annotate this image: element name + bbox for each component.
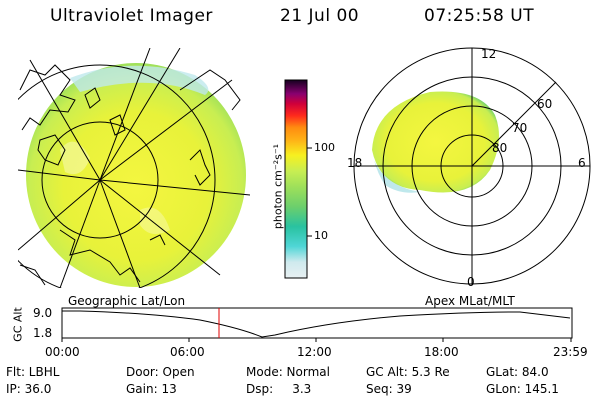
altitude-xtick-0000: 00:00 [45, 345, 80, 359]
info-mode: Mode: Normal [246, 365, 330, 379]
polar-caption: Apex MLat/MLT [425, 294, 515, 308]
info-glon: GLon: 145.1 [486, 382, 559, 396]
info-door: Door: Open [126, 365, 195, 379]
polar-grid [353, 47, 591, 285]
info-dsp: Dsp: 3.3 [246, 382, 312, 396]
geo-emission-rim [70, 65, 209, 95]
mlt-label-0: 0 [467, 275, 475, 289]
date-label: 21 Jul 00 [280, 6, 360, 26]
polar-emission-region [372, 91, 499, 193]
altitude-xtick-1200: 12:00 [297, 345, 332, 359]
colorbar-tick-100: 100 [314, 141, 335, 154]
geo-coastlines [19, 64, 241, 286]
altitude-ytick-1-8: 1.8 [33, 326, 53, 340]
geo-emission-disk [26, 63, 246, 287]
info-filter: Flt: LBHL [6, 365, 60, 379]
info-gc-alt: GC Alt: 5.3 Re [366, 365, 450, 379]
colorbar-label: photon cm⁻²s⁻¹ [271, 143, 285, 230]
altitude-curve [62, 310, 571, 338]
info-seq: Seq: 39 [366, 382, 412, 396]
time-label: 07:25:58 UT [424, 6, 535, 26]
mlt-label-6: 6 [578, 156, 586, 170]
altitude-ytick-9: 9.0 [33, 306, 53, 320]
geo-caption: Geographic Lat/Lon [68, 294, 186, 308]
altitude-xtick-0600: 06:00 [170, 345, 205, 359]
mlt-label-12: 12 [481, 47, 497, 61]
altitude-ylabel: GC Alt [11, 307, 25, 342]
mlat-label-70: 70 [512, 121, 528, 135]
altitude-xtick-1800: 18:00 [424, 345, 459, 359]
altitude-xtick-2359: 23:59 [553, 345, 588, 359]
info-glat: GLat: 84.0 [486, 365, 549, 379]
colorbar-tick-10: 10 [314, 229, 328, 242]
mlt-label-18: 18 [347, 156, 363, 170]
mlat-label-60: 60 [537, 97, 553, 111]
info-gain: Gain: 13 [126, 382, 177, 396]
geo-grid [18, 48, 250, 288]
instrument-title: Ultraviolet Imager [50, 6, 213, 26]
mlat-label-80: 80 [492, 141, 508, 155]
altitude-frame [61, 307, 573, 339]
colorbar-gradient [284, 79, 308, 279]
info-ip: IP: 36.0 [6, 382, 52, 396]
